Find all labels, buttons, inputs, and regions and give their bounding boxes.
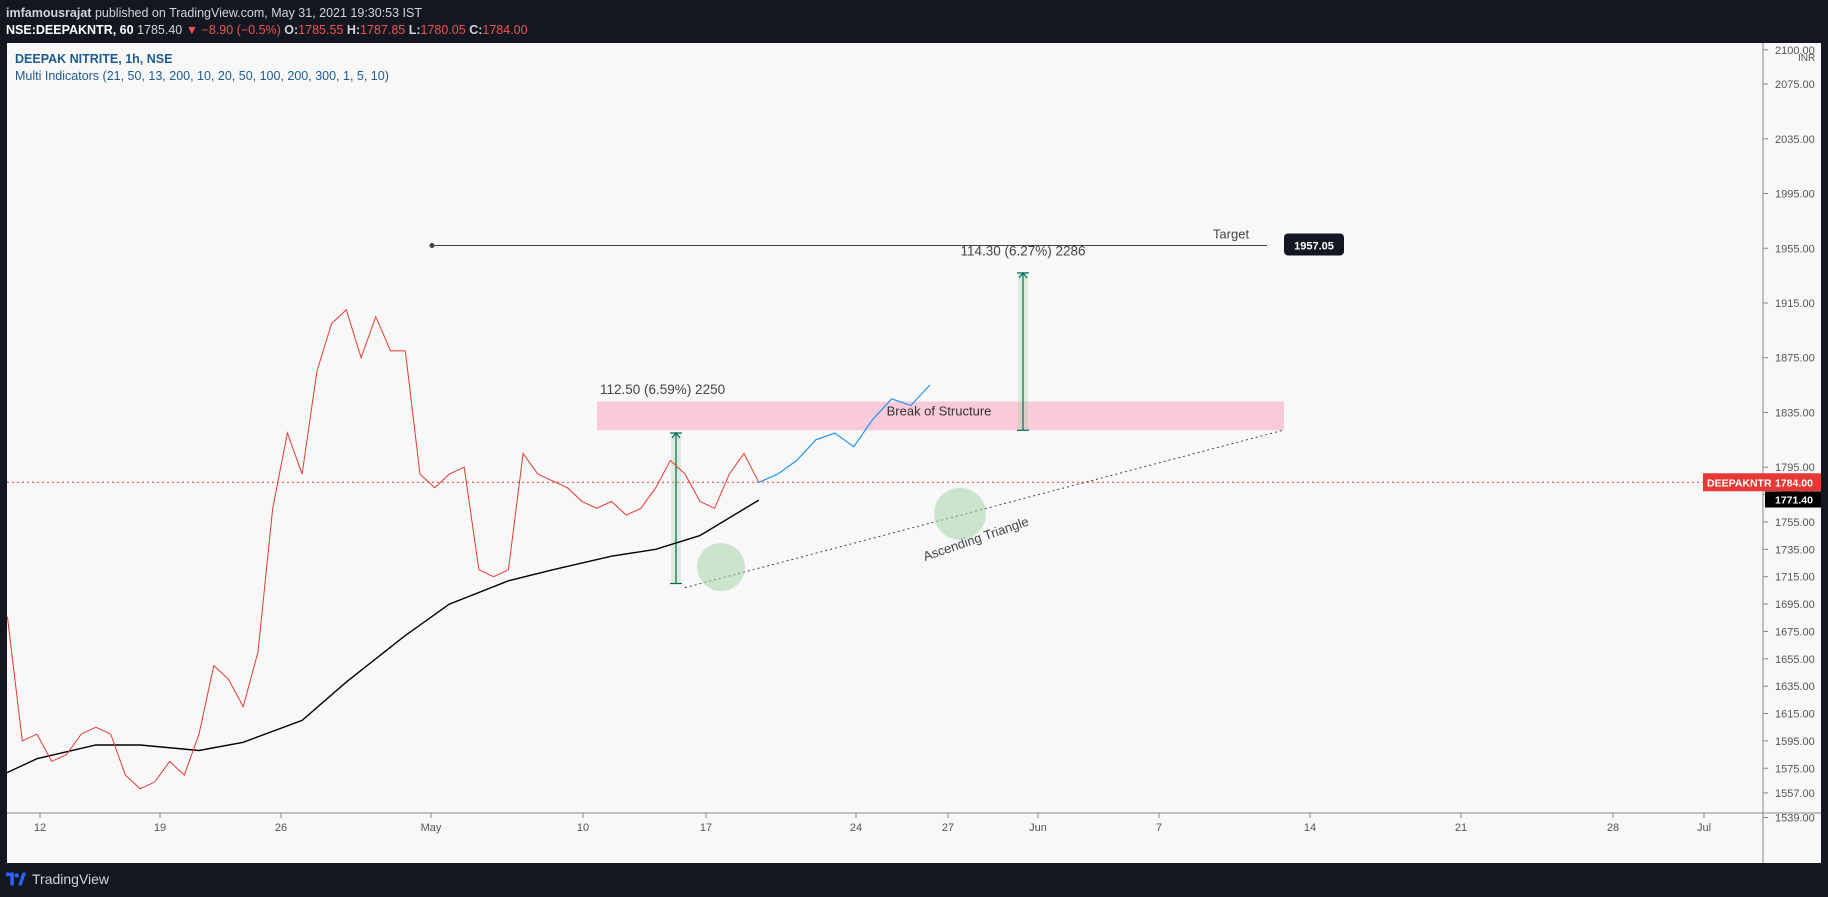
- y-tick-label: 1835.00: [1775, 407, 1815, 419]
- x-tick-label: Jun: [1029, 822, 1047, 834]
- y-tick-label: 1955.00: [1775, 243, 1815, 255]
- y-tick-label: 1875.00: [1775, 353, 1815, 365]
- last-price: 1785.40: [137, 23, 183, 37]
- tradingview-logo-icon: [6, 872, 26, 886]
- y-tick-label: 1539.00: [1775, 813, 1815, 825]
- chart-legend: DEEPAK NITRITE, 1h, NSE Multi Indicators…: [15, 51, 389, 85]
- x-tick-label: 17: [700, 822, 712, 834]
- x-tick-label: 21: [1455, 822, 1467, 834]
- price-badge: [1703, 473, 1821, 492]
- y-tick-label: 2075.00: [1775, 79, 1815, 91]
- high-label: H:: [346, 23, 361, 37]
- y-tick-label: 1655.00: [1775, 654, 1815, 666]
- x-tick-label: 14: [1304, 822, 1316, 834]
- chart-panel[interactable]: 1539.00 1557.00 1575.00 1595.00 1615.00 1635.…: [7, 43, 1821, 863]
- y-tick-label: 1735.00: [1775, 544, 1815, 556]
- close-value: 1784.00: [482, 23, 528, 37]
- measure-right-label: 114.30 (6.27%) 2286: [960, 243, 1085, 258]
- y-tick-label: 1755.00: [1775, 517, 1815, 529]
- publish-header: imfamousrajat published on TradingView.c…: [6, 5, 528, 43]
- price-line: [7, 308, 760, 790]
- x-tick-label: 12: [34, 822, 46, 834]
- ascending-triangle-trendline: [684, 429, 1284, 589]
- target-label: Target: [1213, 226, 1250, 241]
- y-tick-label: 2100.00: [1775, 45, 1815, 57]
- x-tick-label: Jul: [1697, 822, 1711, 834]
- ma-badge-value: 1771.40: [1775, 495, 1813, 507]
- y-tick-label: 1615.00: [1775, 709, 1815, 721]
- legend-indicator[interactable]: Multi Indicators (21, 50, 13, 200, 10, 2…: [15, 69, 389, 83]
- x-tick-label: May: [421, 822, 442, 834]
- y-tick-label: 1575.00: [1775, 763, 1815, 775]
- x-tick-label: 27: [942, 822, 954, 834]
- x-tick-label: 26: [275, 822, 287, 834]
- footer-branding: TradingView: [6, 866, 109, 892]
- legend-title[interactable]: DEEPAK NITRITE, 1h, NSE: [15, 52, 173, 66]
- y-tick-label: 1995.00: [1775, 189, 1815, 201]
- y-tick-label: 1635.00: [1775, 681, 1815, 693]
- x-tick-label: 7: [1156, 822, 1162, 834]
- break-of-structure-label: Break of Structure: [887, 404, 992, 419]
- y-tick-label: 1695.00: [1775, 599, 1815, 611]
- price-badge-symbol: DEEPAKNTR: [1707, 477, 1772, 489]
- price-badge-value: 1784.00: [1775, 477, 1813, 489]
- y-tick-label: 2035.00: [1775, 134, 1815, 146]
- price-chart[interactable]: 1539.00 1557.00 1575.00 1595.00 1615.00 1635.…: [7, 43, 1821, 863]
- moving-average-line: [7, 499, 760, 774]
- measure-right-arrowhead: [1018, 271, 1028, 279]
- author-name[interactable]: imfamousrajat: [6, 6, 92, 20]
- ma-badge: [1765, 491, 1821, 508]
- x-tick-label: 19: [154, 822, 166, 834]
- retest-circle-2: [934, 487, 986, 540]
- x-tick-label: 10: [577, 822, 589, 834]
- low-label: L:: [408, 23, 421, 37]
- footer-brand-label[interactable]: TradingView: [32, 871, 110, 887]
- target-line-anchor: [429, 242, 435, 248]
- close-label: C:: [469, 23, 483, 37]
- low-value: 1780.05: [420, 23, 466, 37]
- retest-circle-1: [697, 543, 745, 592]
- price-projection-path: [758, 384, 931, 483]
- y-tick-label: 1715.00: [1775, 572, 1815, 584]
- open-label: O:: [284, 23, 299, 37]
- measure-left-arrowhead: [671, 432, 681, 439]
- y-tick-label: 1675.00: [1775, 626, 1815, 638]
- y-tick-label: 1595.00: [1775, 736, 1815, 748]
- measure-left-label: 112.50 (6.59%) 2250: [600, 382, 725, 397]
- x-tick-label: 28: [1607, 822, 1619, 834]
- open-value: 1785.55: [298, 23, 344, 37]
- price-change: ▼ −8.90 (−0.5%): [185, 23, 281, 37]
- published-text: published on TradingView.com, May 31, 20…: [94, 6, 423, 20]
- y-tick-label: 1915.00: [1775, 298, 1815, 310]
- break-of-structure-zone: [597, 401, 1284, 431]
- currency-label: INR: [1798, 53, 1815, 64]
- target-price-badge: [1284, 233, 1344, 256]
- high-value: 1787.85: [360, 23, 406, 37]
- y-tick-label: 1795.00: [1775, 462, 1815, 474]
- target-price-badge-label: 1957.05: [1294, 240, 1334, 252]
- symbol-label: NSE:DEEPAKNTR, 60: [6, 23, 134, 37]
- y-tick-label: 1557.00: [1775, 788, 1815, 800]
- x-tick-label: 24: [850, 822, 862, 834]
